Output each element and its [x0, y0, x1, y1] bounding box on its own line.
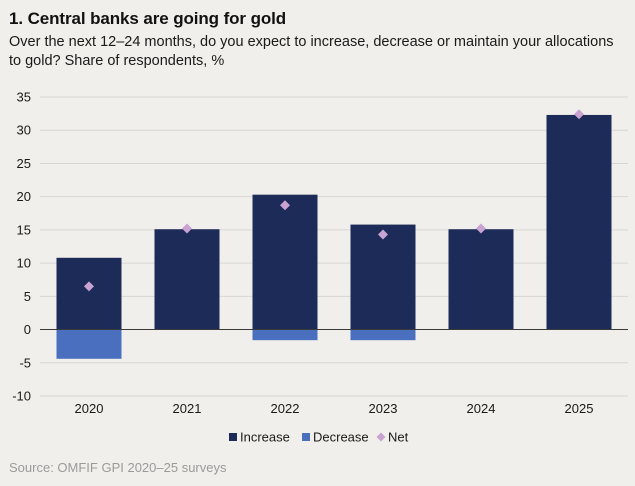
decrease-bar — [350, 329, 416, 341]
net-marker — [280, 200, 290, 211]
increase-bar — [350, 224, 416, 330]
net-marker — [476, 223, 486, 234]
y-tick-label: 35 — [17, 90, 31, 105]
decrease-bar — [56, 329, 122, 359]
y-tick-label: 0 — [24, 322, 31, 337]
y-tick-label: 10 — [17, 256, 31, 271]
x-tick-label: 2025 — [565, 401, 594, 416]
legend-swatch-net — [376, 432, 386, 442]
legend-label: Net — [388, 430, 409, 445]
chart-title: 1. Central banks are going for gold — [9, 9, 287, 28]
x-tick-label: 2021 — [173, 401, 202, 416]
y-tick-label: 25 — [17, 156, 31, 171]
y-tick-label: 20 — [17, 189, 31, 204]
y-tick-label: -10 — [12, 389, 31, 404]
y-tick-label: 30 — [17, 123, 31, 138]
net-marker — [574, 109, 584, 120]
net-marker — [84, 281, 94, 292]
increase-bar — [154, 229, 220, 330]
chart-subtitle: Over the next 12–24 months, do you expec… — [9, 34, 614, 69]
x-tick-label: 2023 — [369, 401, 398, 416]
net-marker — [378, 229, 388, 240]
decrease-bar — [252, 329, 318, 341]
net-marker — [182, 223, 192, 234]
legend-label: Decrease — [313, 430, 369, 445]
y-tick-label: -5 — [19, 355, 31, 370]
x-tick-label: 2020 — [75, 401, 104, 416]
legend-label: Increase — [240, 430, 290, 445]
legend-swatch-decrease — [302, 433, 310, 441]
x-tick-label: 2022 — [271, 401, 300, 416]
x-tick-label: 2024 — [467, 401, 496, 416]
increase-bar — [448, 229, 514, 330]
source-note: Source: OMFIF GPI 2020–25 surveys — [9, 460, 227, 475]
y-tick-label: 5 — [24, 289, 31, 304]
increase-bar — [56, 257, 122, 330]
increase-bar — [546, 114, 612, 330]
y-tick-label: 15 — [17, 222, 31, 237]
increase-bar — [252, 194, 318, 330]
legend-swatch-increase — [229, 433, 237, 441]
